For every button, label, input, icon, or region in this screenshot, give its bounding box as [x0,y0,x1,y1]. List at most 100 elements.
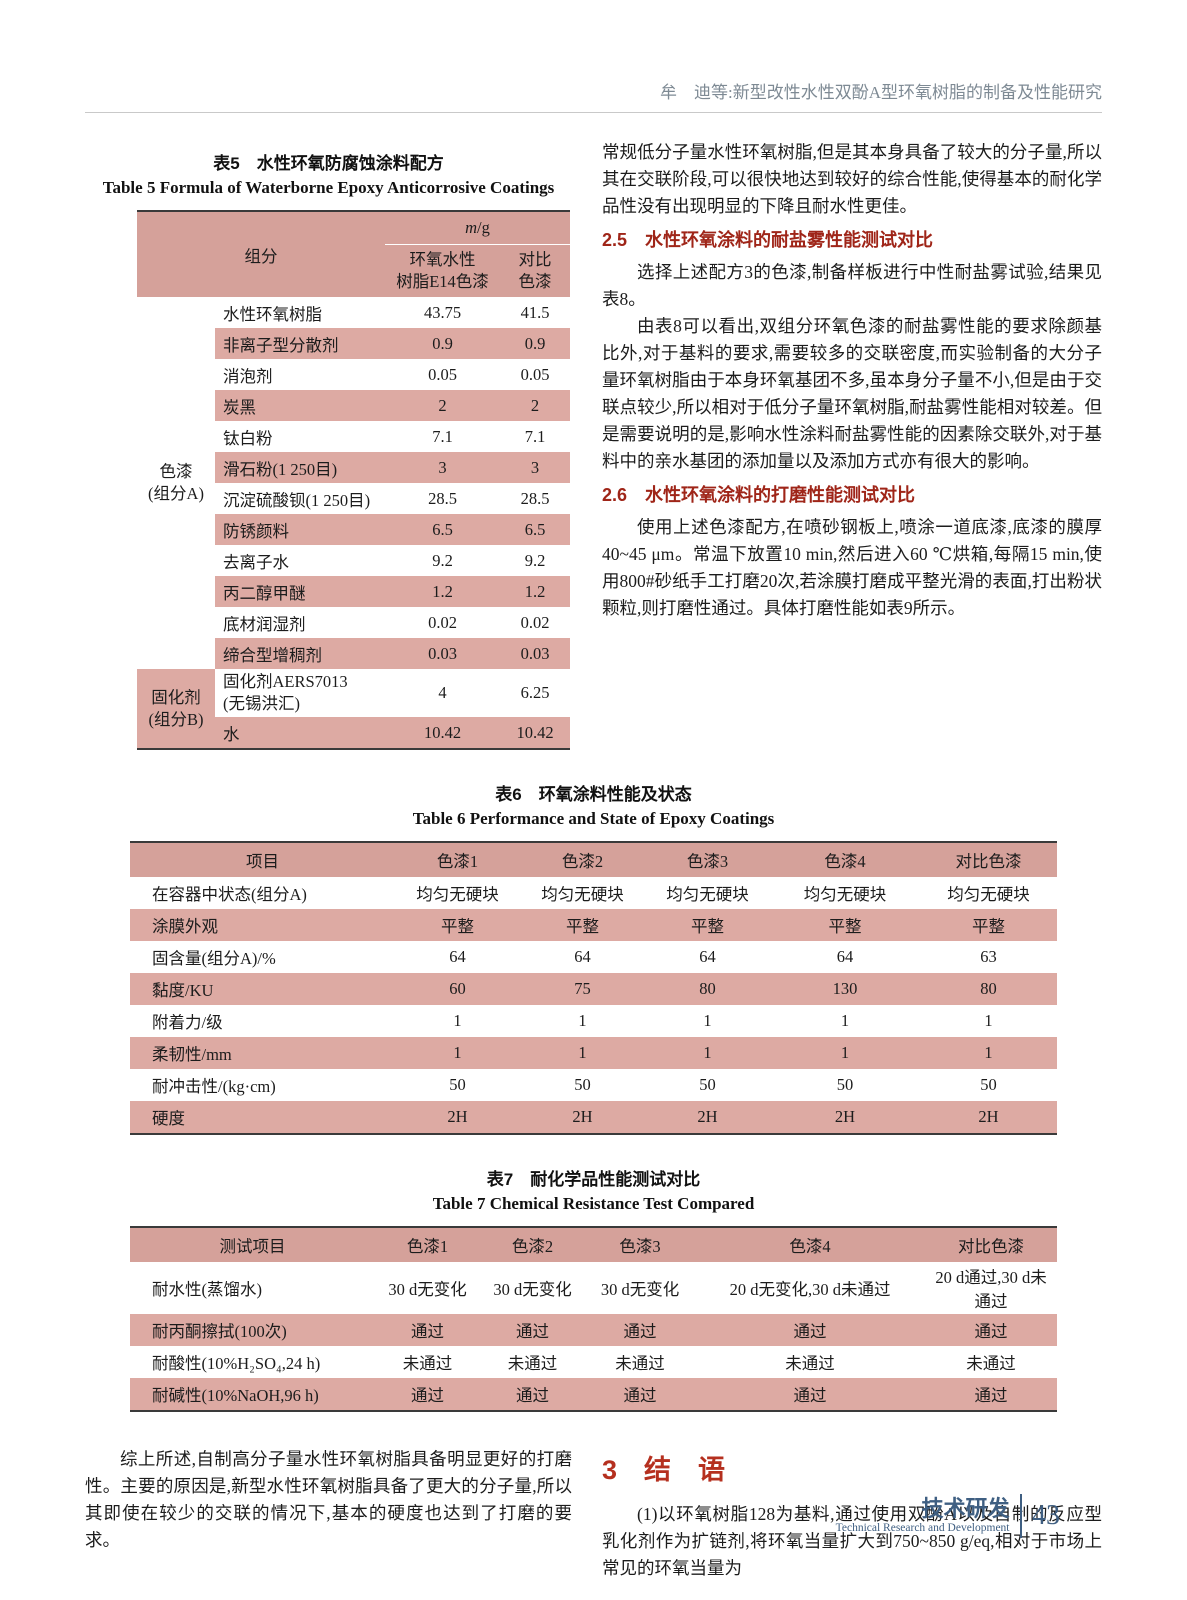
table-row: 炭黑 2 2 [137,390,570,421]
table6-header-cell: 项目 [130,842,395,877]
table7-header-cell: 测试项目 [130,1227,375,1262]
table6-caption-en: Table 6 Performance and State of Epoxy C… [412,809,775,828]
table6-header-cell: 色漆1 [395,842,520,877]
table-cell: 1 [645,1037,770,1069]
table-cell: 20 d无变化,30 d未通过 [729,1280,891,1299]
table-row: 底材润湿剂 0.02 0.02 [137,607,570,638]
table-cell: 1.2 [500,576,570,607]
table-cell: 41.5 [520,302,550,322]
table7-header-cell: 色漆4 [695,1227,925,1262]
table-cell: 4 [438,683,447,702]
table-cell: 去离子水 [223,552,289,572]
table-cell: 2 [500,390,570,421]
running-title: 牟 迪等:新型改性水性双酚A型环氧树脂的制备及性能研究 [660,83,1102,102]
table-cell: 9.2 [432,550,453,570]
table-row: 钛白粉 7.1 7.1 [137,421,570,452]
section-heading-2-6: 2.6 水性环氧涂料的打磨性能测试对比 [602,485,916,505]
table7-header-cell: 色漆1 [375,1227,480,1262]
lower-two-columns: 综上所述,自制高分子量水性环氧树脂具备明显更好的打磨性。主要的原因是,新型水性环… [85,1446,1102,1582]
table-cell: 固化剂AERS7013 (无锡洪汇) [223,672,348,713]
table-cell: 通过 [925,1314,1057,1346]
table5-head: 组分 m/g 环氧水性 树脂E14色漆 对比 色漆 [137,211,570,297]
table6-row-label: 附着力/级 [152,1013,223,1032]
table6-head-row: 项目 色漆1 色漆2 色漆3 色漆4 对比色漆 [130,842,1057,877]
table-cell: 50 [980,1075,997,1094]
table-cell: 丙二醇甲醚 [215,576,385,607]
table-row: 耐水性(蒸馏水) 30 d无变化 30 d无变化 30 d无变化 20 d无变化,30 … [130,1262,1057,1314]
table-row: 涂膜外观 平整 平整 平整 平整 平整 [130,909,1057,941]
table-row: 丙二醇甲醚 1.2 1.2 [137,576,570,607]
table-cell: 1.2 [385,576,500,607]
table-cell: 均匀无硬块 [803,885,887,904]
table-cell: 0.03 [385,638,500,669]
table-cell: 缔合型增稠剂 [215,638,385,669]
table-cell: 1 [453,1011,462,1030]
table6: 项目 色漆1 色漆2 色漆3 色漆4 对比色漆 在容器中状态(组分A) 均匀无硬块… [130,841,1057,1135]
table-cell: 通过 [925,1378,1057,1411]
table-cell: 50 [449,1075,466,1094]
table-cell: 平整 [395,909,520,941]
table7-head: 测试项目 色漆1 色漆2 色漆3 色漆4 对比色漆 [130,1227,1057,1262]
table6-row-label: 固含量(组分A)/% [152,949,276,968]
footer-divider [1019,1494,1022,1538]
table-cell: 50 [574,1075,591,1094]
table-row: 固含量(组分A)/% 64 64 64 64 63 [130,941,1057,973]
right-column: 常规低分子量水性环氧树脂,但是其本身具备了较大的分子量,所以其在交联阶段,可以很… [602,139,1102,750]
table-cell: 滑石粉(1 250目) [215,452,385,483]
table-cell: 通过 [480,1314,585,1346]
table7-caption-en: Table 7 Chemical Resistance Test Compare… [432,1194,755,1213]
table6-header-cell: 色漆3 [645,842,770,877]
table-cell: 1 [984,1011,993,1030]
table-cell: 7.1 [432,426,453,446]
table-cell: 非离子型分散剂 [215,328,385,359]
table6-row-label: 在容器中状态(组分A) [152,885,307,904]
table-cell: 75 [520,973,645,1005]
table5-col-unit: m/g [385,211,570,245]
table-cell: 3 [500,452,570,483]
table-cell: 1 [395,1037,520,1069]
table6-row-label: 耐冲击性/(kg·cm) [152,1077,276,1096]
table-cell: 2 [385,390,500,421]
table-cell: 1 [520,1037,645,1069]
table-cell: 28.5 [428,488,457,508]
table-row: 附着力/级 1 1 1 1 1 [130,1005,1057,1037]
table7-body: 耐水性(蒸馏水) 30 d无变化 30 d无变化 30 d无变化 20 d无变化,30 … [130,1262,1057,1411]
table6-section: 表6 环氧涂料性能及状态 Table 6 Performance and Sta… [85,780,1102,1135]
section-heading-2-5: 2.5 水性环氧涂料的耐盐雾性能测试对比 [602,230,934,250]
table-row: 非离子型分散剂 0.9 0.9 [137,328,570,359]
paragraph: 选择上述配方3的色漆,制备样板进行中性耐盐雾试验,结果见表8。 [602,262,1102,309]
table-cell: 10.42 [385,717,500,749]
footer-department-zh: 技术研发 [921,1495,1010,1521]
table-cell: 未通过 [507,1354,558,1373]
table-cell: 通过 [375,1314,480,1346]
bottom-left-column: 综上所述,自制高分子量水性环氧树脂具备明显更好的打磨性。主要的原因是,新型水性环… [85,1446,572,1582]
table-row: 耐丙酮擦拭(100次) 通过 通过 通过 通过 通过 [130,1314,1057,1346]
table-cell: 64 [574,947,591,966]
table-row: 滑石粉(1 250目) 3 3 [137,452,570,483]
bottom-right-column: 3 结 语 (1)以环氧树脂128为基料,通过使用双酚A以及自制的反应型乳化剂作… [602,1446,1102,1582]
table-cell: 2H [520,1101,645,1134]
table6-row-label: 柔韧性/mm [130,1037,395,1069]
section-heading-3: 3 结 语 [602,1455,726,1485]
table5-group-a-label: 色漆 (组分A) [137,297,215,669]
table-cell: 平整 [770,909,920,941]
table6-row-label: 黏度/KU [130,973,395,1005]
table-row: 在容器中状态(组分A) 均匀无硬块 均匀无硬块 均匀无硬块 均匀无硬块 均匀无硬块 [130,877,1057,909]
table-cell: 6.5 [500,514,570,545]
running-head: 牟 迪等:新型改性水性双酚A型环氧树脂的制备及性能研究 [85,0,1102,113]
table-cell: 均匀无硬块 [947,885,1030,904]
table-cell: 2H [395,1101,520,1134]
table-cell: 平整 [920,909,1057,941]
table-cell: 通过 [375,1378,480,1411]
table-cell: 水 [215,717,385,749]
paragraph: (1)以环氧树脂128为基料,通过使用双酚A以及自制的反应型乳化剂作为扩链剂,将… [602,1504,1102,1578]
paragraph: 综上所述,自制高分子量水性环氧树脂具备明显更好的打磨性。主要的原因是,新型水性环… [85,1449,572,1550]
page-footer: 技术研发 Technical Research and Development … [836,1494,1060,1538]
table-cell: 30 d无变化 [493,1280,572,1299]
table5-unit-rest: /g [477,218,490,237]
table7-section: 表7 耐化学品性能测试对比 Table 7 Chemical Resistanc… [85,1165,1102,1412]
table-cell: 均匀无硬块 [666,885,749,904]
table-cell: 6.5 [385,514,500,545]
table6-row-label: 涂膜外观 [130,909,395,941]
